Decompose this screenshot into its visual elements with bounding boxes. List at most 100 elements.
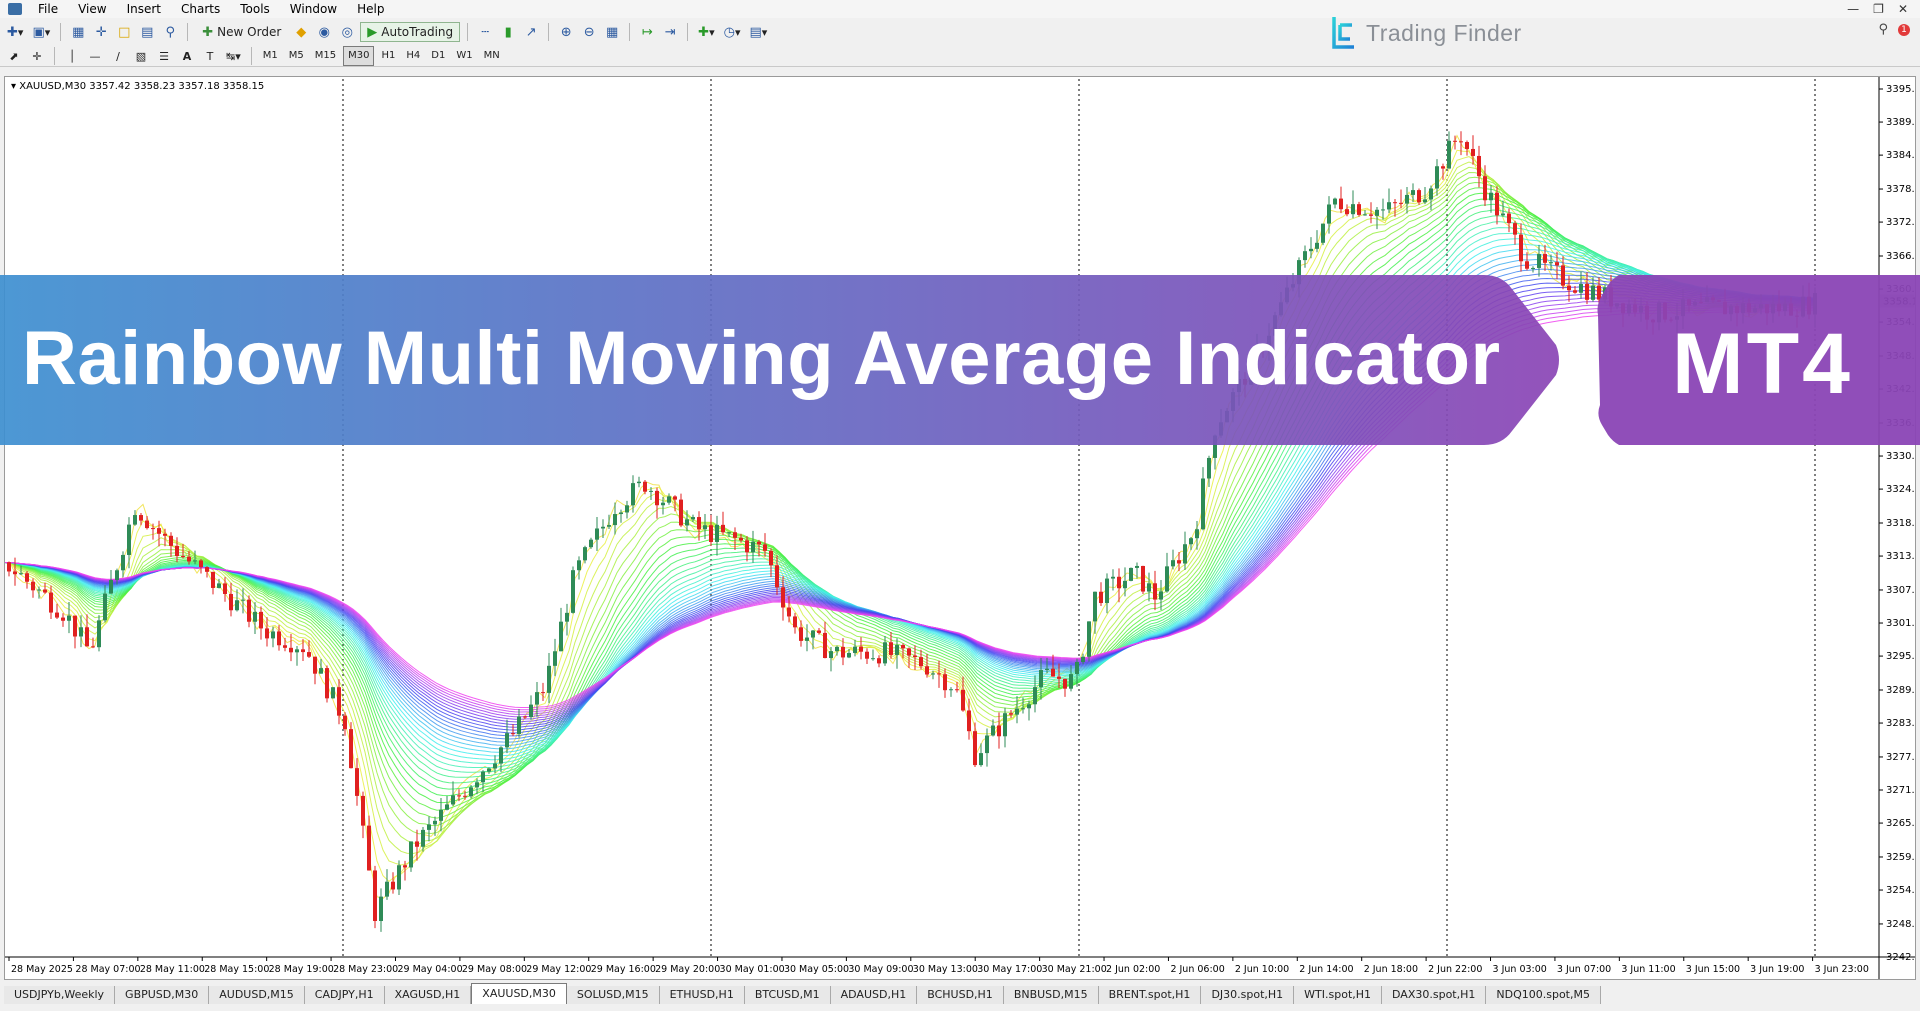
menu-help[interactable]: Help [357,2,385,16]
candle-body [1375,209,1379,216]
arrows-button[interactable]: ↹ ▾ [226,49,241,63]
timeframe-h1[interactable]: H1 [381,50,396,61]
text-button[interactable]: A [177,46,197,66]
timeframe-m1[interactable]: M1 [262,50,278,61]
menu-view[interactable]: View [78,2,107,16]
candle-body [1093,591,1097,622]
data-window-button[interactable]: ✛ [91,22,111,42]
templates-button[interactable]: ▤ ▾ [749,24,768,40]
candle-body [487,768,491,772]
candle-body [517,716,521,735]
metaeditor-button[interactable]: ◆ [291,22,311,42]
cursor-button[interactable]: ⬈ [4,46,24,66]
line-chart-button[interactable]: ↗ [521,22,541,42]
brand-name: Trading Finder [1366,19,1522,46]
candle-body [247,599,251,622]
candle-body [343,715,347,730]
bar-chart-button[interactable]: ┄ [475,22,495,42]
chart-tab[interactable]: BTCUSD,M1 [744,986,831,1004]
market-watch-icon: ▦ [72,24,85,40]
menu-insert[interactable]: Insert [126,2,161,16]
zoom-in-button[interactable]: ⊕ [556,22,576,42]
market-watch-button[interactable]: ▦ [68,22,88,42]
text-label-button[interactable]: T [200,46,220,66]
candle-body [433,820,437,825]
timeframe-d1[interactable]: D1 [431,50,446,61]
chart-window[interactable]: 3395.75 3389.90 3384.05 3378.05 3372.20 3366.… [4,76,1916,980]
autotrading-button[interactable]: ▶ AutoTrading [360,22,461,42]
chart-tab[interactable]: WTI.spot,H1 [1294,986,1383,1004]
search-icon[interactable]: ⚲ [1878,22,1888,37]
candle-body [805,637,809,641]
price-chart[interactable]: 3395.75 3389.90 3384.05 3378.05 3372.20 3366.… [5,77,1915,979]
candle-body [697,517,701,530]
terminal-button[interactable]: ▤ [137,22,157,42]
periods-button[interactable]: ◷ ▾ [723,24,741,40]
chart-tab[interactable]: XAGUSD,H1 [384,986,472,1004]
minimize-icon[interactable]: — [1847,2,1860,16]
horizontal-line-button[interactable]: — [85,46,105,66]
signals-button[interactable]: ◉ [314,22,334,42]
chart-tab[interactable]: SOLUSD,M15 [566,986,660,1004]
restore-icon[interactable]: ❐ [1873,2,1884,16]
chart-tab[interactable]: USDJPYb,Weekly [4,986,116,1004]
menu-window[interactable]: Window [289,2,338,16]
new-order-button[interactable]: ✚ New Order [195,22,288,42]
chart-tab[interactable]: ADAUSD,H1 [830,986,918,1004]
chart-tab[interactable]: BCHUSD,H1 [917,986,1004,1004]
autoscroll-icon: ↦ [641,24,653,40]
timeframe-w1[interactable]: W1 [456,50,473,61]
autoscroll-button[interactable]: ↦ [637,22,657,42]
app-icon [8,3,22,15]
chart-tab[interactable]: DJ30.spot,H1 [1201,986,1295,1004]
close-icon[interactable]: ✕ [1897,2,1908,16]
candle-body [55,612,59,618]
timeframe-mn[interactable]: MN [483,50,500,61]
notification-icon[interactable]: 1 [1898,23,1910,36]
menu-tools[interactable]: Tools [240,2,270,16]
new-chart-button[interactable]: ✚ ▾ [7,24,24,40]
navigator-button[interactable]: □ [114,22,134,42]
chart-tab[interactable]: DAX30.spot,H1 [1382,986,1487,1004]
chart-tab[interactable]: BRENT.spot,H1 [1098,986,1202,1004]
chart-shift-button[interactable]: ⇥ [660,22,680,42]
fibonacci-button[interactable]: ☰ [154,46,174,66]
timeframe-m15[interactable]: M15 [314,50,337,61]
profiles-button[interactable]: ▣ ▾ [32,24,51,40]
market-button[interactable]: ◎ [337,22,357,42]
candle-body [1321,223,1325,243]
time-tick-label: 28 May 2025 [11,964,73,975]
candle-body [1369,214,1373,216]
chart-tab[interactable]: XAUUSD,M30 [471,983,567,1004]
candle-body [1003,713,1007,737]
chart-tab[interactable]: GBPUSD,M30 [115,986,210,1004]
chart-tab[interactable]: BNBUSD,M15 [1003,986,1099,1004]
moving-average-line [5,171,1818,835]
channel-icon: ▧ [135,49,147,63]
chart-tab[interactable]: ETHUSD,H1 [659,986,745,1004]
menu-charts[interactable]: Charts [181,2,221,16]
candle-body [1573,290,1577,293]
chart-tab[interactable]: CADJPY,H1 [304,986,385,1004]
crosshair-button[interactable]: ✛ [27,46,47,66]
candlestick-button[interactable]: ▮ [498,22,518,42]
zoom-out-button[interactable]: ⊖ [579,22,599,42]
autotrading-label: AutoTrading [381,25,454,39]
indicators-button[interactable]: ✚ ▾ [698,24,715,40]
tester-button[interactable]: ⚲ [160,22,180,42]
trendline-button[interactable]: ∕ [108,46,128,66]
candle-body [319,668,323,674]
candle-body [655,490,659,506]
tile-windows-button[interactable]: ▦ [602,22,622,42]
candle-body [787,607,791,617]
chart-tab[interactable]: AUDUSD,M15 [209,986,305,1004]
timeframe-h4[interactable]: H4 [406,50,421,61]
chart-tab[interactable]: NDQ100.spot,M5 [1486,986,1601,1004]
channel-button[interactable]: ▧ [131,46,151,66]
menu-file[interactable]: File [38,2,59,16]
vertical-line-button[interactable]: │ [62,46,82,66]
timeframe-m5[interactable]: M5 [288,50,304,61]
candle-body [43,589,47,593]
candle-body [1579,284,1583,293]
timeframe-m30[interactable]: M30 [343,46,375,66]
